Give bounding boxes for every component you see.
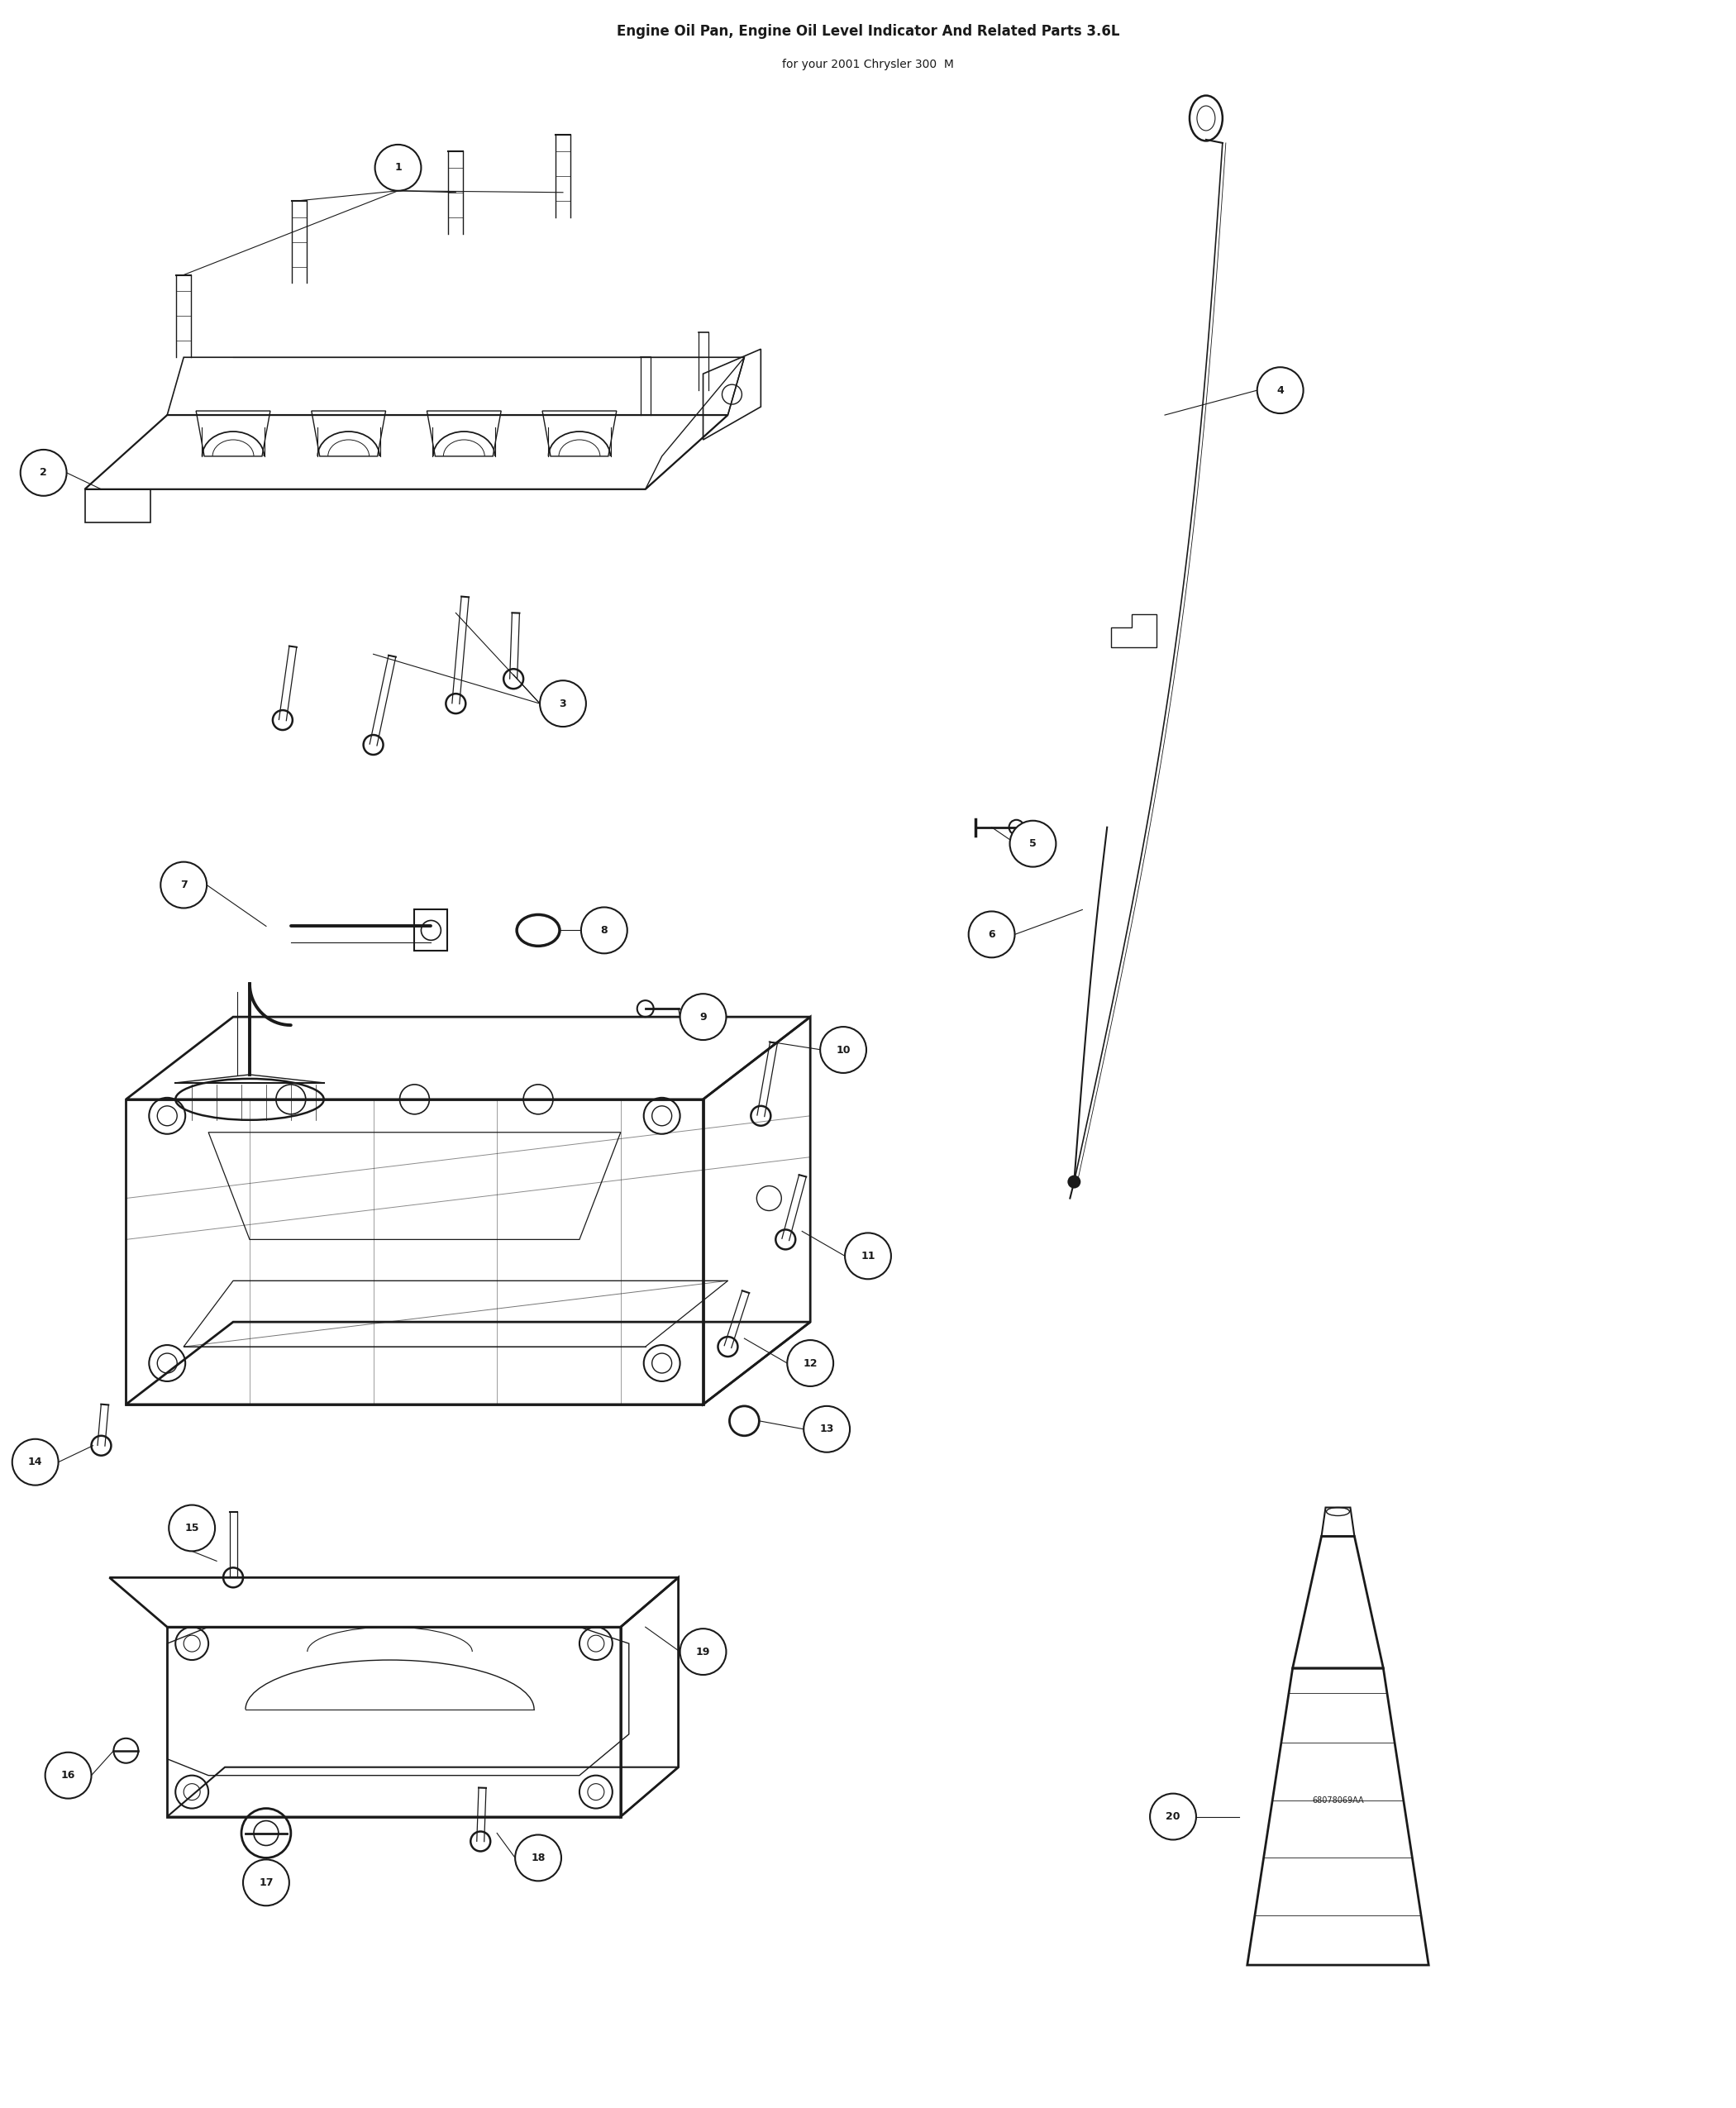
Text: 8: 8	[601, 925, 608, 936]
Text: 12: 12	[804, 1358, 818, 1368]
Text: 1: 1	[394, 162, 401, 173]
Circle shape	[375, 145, 422, 190]
Circle shape	[1257, 367, 1304, 413]
Text: Engine Oil Pan, Engine Oil Level Indicator And Related Parts 3.6L: Engine Oil Pan, Engine Oil Level Indicat…	[616, 23, 1120, 40]
Circle shape	[540, 681, 587, 727]
Text: 18: 18	[531, 1853, 545, 1863]
Circle shape	[161, 862, 207, 909]
Circle shape	[1010, 820, 1055, 866]
Circle shape	[804, 1406, 851, 1452]
Text: 14: 14	[28, 1457, 42, 1467]
Circle shape	[819, 1027, 866, 1073]
Text: 9: 9	[700, 1012, 707, 1022]
Text: 5: 5	[1029, 839, 1036, 850]
Text: 10: 10	[837, 1043, 851, 1056]
Circle shape	[845, 1233, 891, 1280]
Circle shape	[582, 906, 627, 953]
Text: 11: 11	[861, 1250, 875, 1261]
Text: 16: 16	[61, 1771, 75, 1781]
Circle shape	[21, 449, 66, 495]
Circle shape	[969, 911, 1016, 957]
Circle shape	[786, 1341, 833, 1387]
Text: 68078069AA: 68078069AA	[1312, 1796, 1364, 1804]
Circle shape	[681, 1629, 726, 1676]
Text: 4: 4	[1276, 386, 1285, 396]
Text: 2: 2	[40, 468, 47, 479]
Circle shape	[243, 1859, 290, 1906]
Text: 15: 15	[184, 1522, 200, 1533]
Circle shape	[12, 1440, 59, 1486]
Circle shape	[681, 993, 726, 1039]
Text: 6: 6	[988, 930, 995, 940]
Text: 13: 13	[819, 1423, 833, 1436]
Text: for your 2001 Chrysler 300  M: for your 2001 Chrysler 300 M	[783, 59, 953, 70]
Circle shape	[1149, 1794, 1196, 1840]
Circle shape	[516, 1834, 561, 1880]
Text: 20: 20	[1167, 1811, 1180, 1821]
Circle shape	[168, 1505, 215, 1551]
Text: 3: 3	[559, 698, 566, 708]
Circle shape	[45, 1752, 92, 1798]
Text: 19: 19	[696, 1646, 710, 1657]
Text: 7: 7	[181, 879, 187, 890]
Text: 17: 17	[259, 1878, 273, 1889]
Circle shape	[1068, 1174, 1082, 1189]
